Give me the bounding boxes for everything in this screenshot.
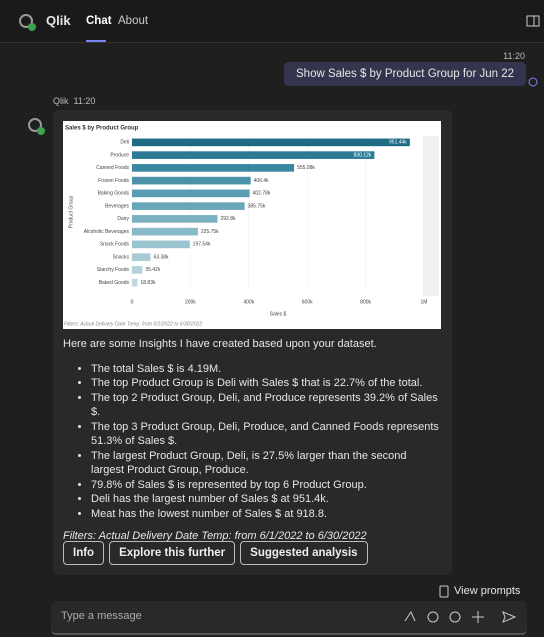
y-tick-label: Produce <box>110 152 129 158</box>
bar <box>132 151 375 159</box>
bar <box>132 278 138 287</box>
value-label: 402.78k <box>253 191 271 197</box>
x-tick-label: 200k <box>185 299 196 305</box>
value-label: 63.38k <box>154 254 170 260</box>
y-tick-label: Canned Foods <box>96 165 129 171</box>
value-label: 385.75k <box>248 203 266 209</box>
y-tick-label: Snack Foods <box>100 242 130 248</box>
chart-title: Sales $ by Product Group <box>65 126 139 132</box>
action-button[interactable]: Suggested analysis <box>240 541 368 565</box>
y-tick-label: Dairy <box>117 216 129 222</box>
tab[interactable]: About <box>118 15 149 27</box>
user-message: Show Sales $ by Product Group for Jun 22 <box>284 62 526 86</box>
y-tick-label: Deli <box>120 140 129 146</box>
read-icon <box>528 77 538 87</box>
filters: Filters: Actual Delivery Date Temp: from… <box>63 530 367 542</box>
insight: The top 2 Product Group, Deli, and Produ… <box>91 391 441 420</box>
x-axis-title: Sales $ <box>270 311 287 317</box>
bar <box>132 138 410 147</box>
value-label: 197.54k <box>193 242 211 248</box>
message-input[interactable]: Type a message <box>51 601 527 635</box>
bar <box>132 253 151 261</box>
value-label: 406.4k <box>254 178 270 184</box>
header-bar: Qlik Chat About <box>0 0 544 43</box>
insight: The total Sales $ is 4.19M. <box>91 362 441 377</box>
value-label: 225.75k <box>201 229 219 235</box>
panel-icon[interactable] <box>526 15 540 27</box>
insight: The top Product Group is Deli with Sales… <box>91 376 441 391</box>
bar <box>132 227 198 236</box>
tab[interactable]: Chat <box>86 15 112 27</box>
value-label: 830.12k <box>354 152 372 158</box>
bar <box>132 266 143 274</box>
chart: Sales $ by Product Group Product Group S… <box>63 121 441 329</box>
action-button[interactable]: Explore this further <box>109 541 236 565</box>
bar <box>132 189 250 198</box>
value-label: 18.83k <box>140 280 156 286</box>
action-button[interactable]: Info <box>63 541 105 565</box>
value-label: 292.8k <box>220 216 236 222</box>
tab-underline <box>86 40 106 42</box>
bot-name: Qlik <box>53 96 69 106</box>
y-tick-label: Baking Goods <box>98 191 130 197</box>
view-prompts[interactable]: View prompts <box>454 585 521 597</box>
bot-avatar <box>28 118 45 135</box>
x-tick-label: 0 <box>131 299 134 305</box>
timestamp: 11:20 <box>73 96 96 106</box>
insight: Meat has the lowest number of Sales $ at… <box>91 507 441 522</box>
intro: Here are some Insights I have created ba… <box>63 338 377 350</box>
y-tick-label: Alcoholic Beverages <box>84 229 130 235</box>
x-tick-label: 1M <box>421 299 428 305</box>
scroll-minimap[interactable] <box>423 136 439 296</box>
insight-list: The total Sales $ is 4.19M.The top Produ… <box>63 362 441 522</box>
x-tick-label: 400k <box>243 299 254 305</box>
bar <box>132 215 218 223</box>
chart-footnote: Filters: Actual Delivery Date Temp: from… <box>64 321 202 327</box>
y-tick-label: Baked Goods <box>99 280 130 286</box>
app-name: Qlik <box>46 13 71 28</box>
value-label: 951.44k <box>389 140 407 146</box>
x-tick-label: 600k <box>302 299 313 305</box>
y-tick-label: Snacks <box>113 254 130 260</box>
timestamp: 11:20 <box>503 51 525 61</box>
app-logo <box>19 14 36 31</box>
y-axis-title: Product Group <box>68 196 74 229</box>
input-placeholder: Type a message <box>61 610 142 622</box>
insight: The largest Product Group, Deli, is 27.5… <box>91 449 441 478</box>
bar <box>132 202 245 210</box>
x-tick-label: 800k <box>360 299 371 305</box>
y-tick-label: Beverages <box>105 203 129 209</box>
insight: Deli has the largest number of Sales $ a… <box>91 492 441 507</box>
bar <box>132 176 251 185</box>
bot-meta: Qlik 11:20 <box>53 96 95 106</box>
bar <box>132 164 295 172</box>
insights-text: Here are some Insights I have created ba… <box>63 337 441 544</box>
value-label: 35.42k <box>145 267 161 273</box>
prompts-icon <box>439 585 449 598</box>
y-tick-label: Frozen Foods <box>98 178 129 184</box>
bar <box>132 240 190 249</box>
input-icons <box>404 610 517 623</box>
bot-card: Sales $ by Product Group Product Group S… <box>53 110 452 575</box>
value-label: 555.08k <box>297 165 315 171</box>
insight: The top 3 Product Group, Deli, Produce, … <box>91 420 441 449</box>
insight: 79.8% of Sales $ is represented by top 6… <box>91 478 441 493</box>
button-row: Info Explore this further Suggested analys… <box>63 541 373 565</box>
y-tick-label: Starchy Foods <box>97 267 130 273</box>
